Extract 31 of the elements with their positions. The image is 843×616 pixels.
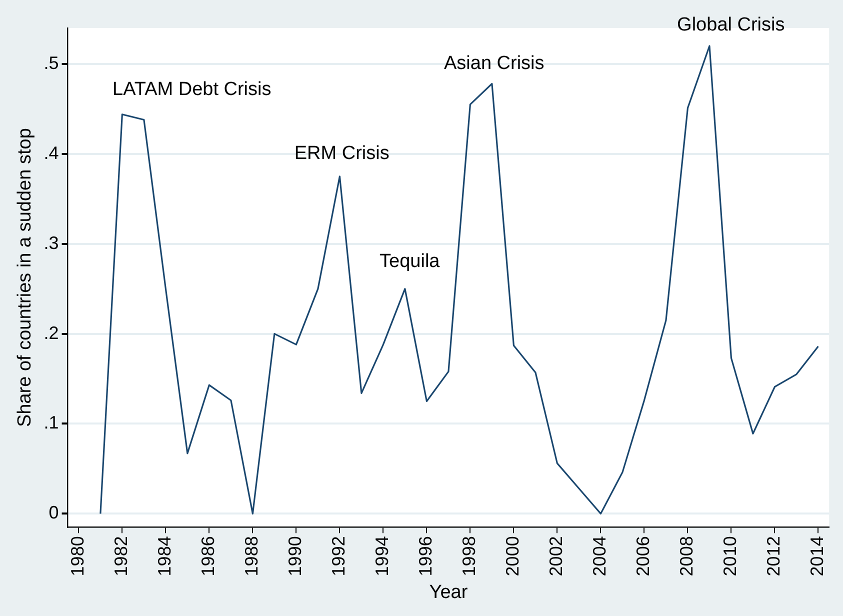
y-axis-title: Share of countries in a sudden stop bbox=[14, 128, 36, 428]
x-tick-label: 1980 bbox=[68, 536, 88, 576]
x-tick-label: 1992 bbox=[328, 536, 349, 576]
x-tick-label: 1990 bbox=[285, 536, 306, 576]
x-tick-label: 2012 bbox=[764, 536, 784, 576]
x-tick-label: 2004 bbox=[590, 536, 610, 576]
x-tick-label: 1982 bbox=[111, 536, 132, 576]
y-tick-label: 0 bbox=[48, 502, 59, 523]
x-tick-label: 1998 bbox=[459, 536, 480, 576]
x-tick-label: 2006 bbox=[633, 536, 654, 576]
y-tick-label: .2 bbox=[44, 322, 59, 343]
y-tick-label: .5 bbox=[44, 52, 59, 73]
x-tick-label: 2014 bbox=[807, 536, 828, 576]
x-axis-title: Year bbox=[429, 582, 468, 603]
y-tick-label: .1 bbox=[44, 412, 59, 433]
x-tick-label: 2010 bbox=[720, 536, 740, 576]
x-tick-label: 2000 bbox=[502, 536, 523, 576]
x-tick-label: 1988 bbox=[242, 536, 262, 576]
x-tick-label: 1996 bbox=[416, 536, 436, 576]
annotation: ERM Crisis bbox=[294, 143, 390, 164]
annotation: Asian Crisis bbox=[444, 53, 544, 74]
x-tick-label: 2008 bbox=[676, 536, 697, 576]
y-tick-label: .4 bbox=[44, 142, 59, 163]
x-tick-label: 1994 bbox=[372, 536, 392, 576]
x-tick-label: 1984 bbox=[154, 536, 175, 576]
annotation: LATAM Debt Crisis bbox=[112, 79, 272, 100]
annotation: Global Crisis bbox=[677, 14, 785, 36]
x-tick-label: 2002 bbox=[546, 536, 566, 576]
x-tick-label: 1986 bbox=[198, 536, 218, 576]
y-tick-label: .3 bbox=[44, 232, 59, 253]
annotation: Tequila bbox=[380, 250, 440, 272]
